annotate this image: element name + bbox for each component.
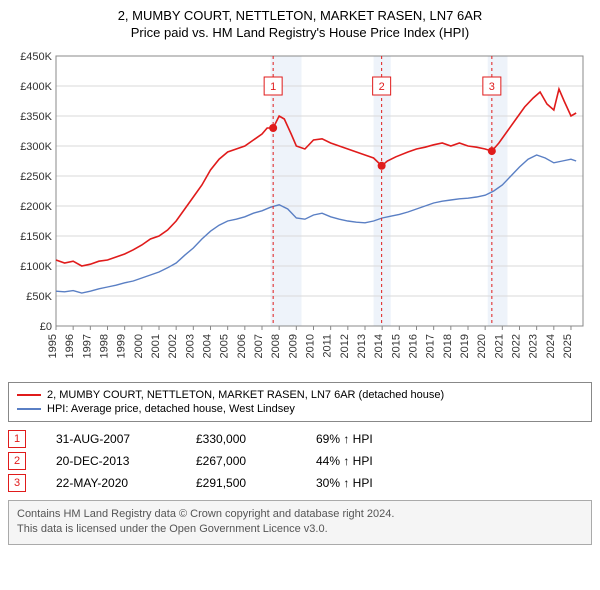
svg-text:2005: 2005 xyxy=(219,334,231,358)
svg-text:£400K: £400K xyxy=(20,81,52,93)
svg-text:2013: 2013 xyxy=(356,334,368,358)
event-badge: 3 xyxy=(8,474,26,492)
svg-text:£300K: £300K xyxy=(20,141,52,153)
legend-swatch xyxy=(17,394,41,396)
svg-text:2017: 2017 xyxy=(425,334,437,358)
svg-text:2016: 2016 xyxy=(407,334,419,358)
svg-text:£250K: £250K xyxy=(20,171,52,183)
event-badge: 2 xyxy=(8,452,26,470)
svg-text:£450K: £450K xyxy=(20,51,52,63)
svg-text:2025: 2025 xyxy=(562,334,574,358)
svg-text:2008: 2008 xyxy=(270,334,282,358)
legend-row: HPI: Average price, detached house, West… xyxy=(17,403,583,415)
svg-text:2002: 2002 xyxy=(167,334,179,358)
svg-text:2: 2 xyxy=(379,81,385,93)
line-chart: £0 £50K £100K £150K £200K £250K £300K £350K £400… xyxy=(8,46,588,376)
legend-swatch xyxy=(17,408,41,410)
svg-text:£350K: £350K xyxy=(20,111,52,123)
svg-text:£150K: £150K xyxy=(20,231,52,243)
svg-text:1999: 1999 xyxy=(116,334,128,358)
svg-text:2014: 2014 xyxy=(373,334,385,358)
event-price: £291,500 xyxy=(196,476,286,490)
attribution-box: Contains HM Land Registry data © Crown c… xyxy=(8,500,592,545)
svg-text:2015: 2015 xyxy=(390,334,402,358)
legend-label: HPI: Average price, detached house, West… xyxy=(47,403,295,415)
event-date: 20-DEC-2013 xyxy=(56,454,166,468)
event-diff: 30% ↑ HPI xyxy=(316,476,373,490)
event-row: 2 20-DEC-2013 £267,000 44% ↑ HPI xyxy=(8,452,592,470)
event-price: £330,000 xyxy=(196,432,286,446)
attribution-line1: Contains HM Land Registry data © Crown c… xyxy=(17,507,583,522)
svg-text:2003: 2003 xyxy=(184,334,196,358)
svg-text:2012: 2012 xyxy=(339,334,351,358)
event-date: 31-AUG-2007 xyxy=(56,432,166,446)
svg-text:1: 1 xyxy=(270,81,276,93)
svg-text:£100K: £100K xyxy=(20,261,52,273)
svg-text:£200K: £200K xyxy=(20,201,52,213)
event-row: 1 31-AUG-2007 £330,000 69% ↑ HPI xyxy=(8,430,592,448)
title-line1: 2, MUMBY COURT, NETTLETON, MARKET RASEN,… xyxy=(8,8,592,23)
svg-text:1997: 1997 xyxy=(81,334,93,358)
legend-row: 2, MUMBY COURT, NETTLETON, MARKET RASEN,… xyxy=(17,389,583,401)
title-line2: Price paid vs. HM Land Registry's House … xyxy=(8,25,592,40)
svg-text:2011: 2011 xyxy=(322,334,334,358)
event-row: 3 22-MAY-2020 £291,500 30% ↑ HPI xyxy=(8,474,592,492)
event-diff: 69% ↑ HPI xyxy=(316,432,373,446)
svg-text:2006: 2006 xyxy=(236,334,248,358)
svg-text:2009: 2009 xyxy=(287,334,299,358)
svg-text:3: 3 xyxy=(489,81,495,93)
svg-text:1996: 1996 xyxy=(64,334,76,358)
svg-text:2001: 2001 xyxy=(150,334,162,358)
svg-text:£50K: £50K xyxy=(26,291,52,303)
chart-container: £0 £50K £100K £150K £200K £250K £300K £350K £400… xyxy=(8,46,592,376)
svg-text:2019: 2019 xyxy=(459,334,471,358)
svg-text:2020: 2020 xyxy=(476,334,488,358)
event-date: 22-MAY-2020 xyxy=(56,476,166,490)
svg-text:1998: 1998 xyxy=(98,334,110,358)
event-diff: 44% ↑ HPI xyxy=(316,454,373,468)
chart-title-block: 2, MUMBY COURT, NETTLETON, MARKET RASEN,… xyxy=(8,8,592,40)
svg-text:2022: 2022 xyxy=(510,334,522,358)
svg-text:1995: 1995 xyxy=(47,334,59,358)
svg-text:£0: £0 xyxy=(40,321,52,333)
legend-label: 2, MUMBY COURT, NETTLETON, MARKET RASEN,… xyxy=(47,389,444,401)
event-price: £267,000 xyxy=(196,454,286,468)
svg-text:2024: 2024 xyxy=(545,334,557,358)
svg-text:2004: 2004 xyxy=(201,334,213,358)
event-badge: 1 xyxy=(8,430,26,448)
svg-text:2018: 2018 xyxy=(442,334,454,358)
svg-text:2021: 2021 xyxy=(493,334,505,358)
attribution-line2: This data is licensed under the Open Gov… xyxy=(17,522,583,537)
svg-text:2007: 2007 xyxy=(253,334,265,358)
svg-text:2000: 2000 xyxy=(133,334,145,358)
legend: 2, MUMBY COURT, NETTLETON, MARKET RASEN,… xyxy=(8,382,592,422)
svg-text:2010: 2010 xyxy=(304,334,316,358)
events-table: 1 31-AUG-2007 £330,000 69% ↑ HPI 2 20-DEC-201… xyxy=(8,430,592,492)
svg-text:2023: 2023 xyxy=(528,334,540,358)
